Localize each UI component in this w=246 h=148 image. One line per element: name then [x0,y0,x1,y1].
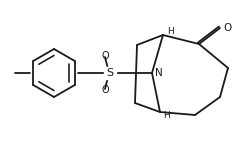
Text: O: O [101,85,109,95]
Text: O: O [224,23,232,33]
Text: S: S [107,68,114,78]
Text: N: N [155,68,163,78]
Bar [104,67,116,79]
Text: H: H [167,26,173,36]
Text: H: H [164,111,170,120]
Text: O: O [101,51,109,61]
